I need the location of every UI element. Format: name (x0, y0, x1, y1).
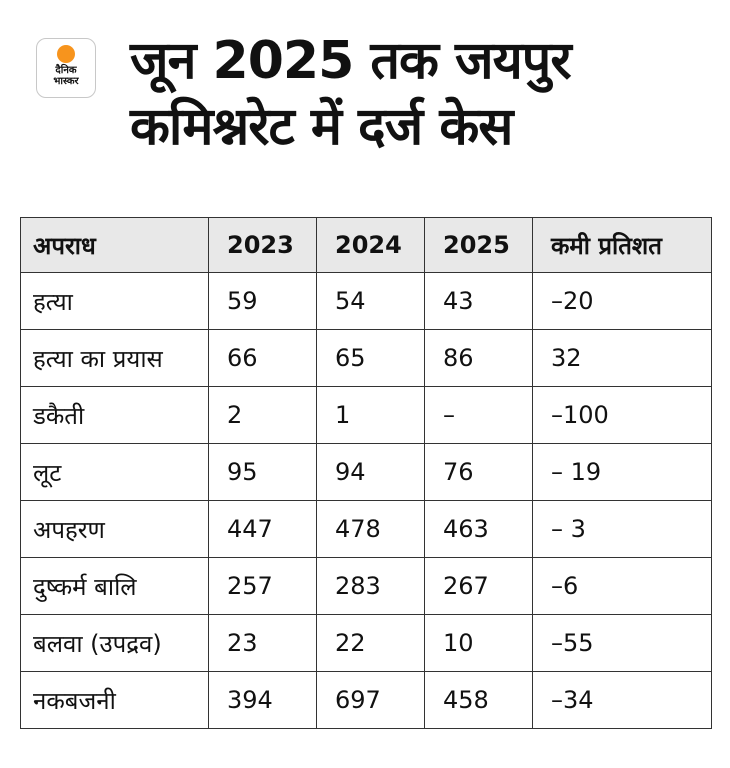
cell-2025: 458 (424, 671, 533, 729)
cell-2025: 267 (424, 557, 533, 615)
cell-percent: –34 (532, 671, 712, 729)
sun-icon (57, 45, 75, 63)
cell-2024: 94 (316, 443, 425, 501)
cell-percent: –55 (532, 614, 712, 672)
cell-crime: दुष्कर्म बालि (20, 557, 209, 615)
table-row: डकैती 2 1 – –100 (20, 386, 712, 444)
logo-text-line1: दैनिक (55, 65, 77, 76)
cell-2025: 10 (424, 614, 533, 672)
header-decrease-percent: कमी प्रतिशत (532, 217, 712, 273)
cell-2023: 59 (208, 272, 317, 330)
cell-2025: 86 (424, 329, 533, 387)
table-row: नकबजनी 394 697 458 –34 (20, 671, 712, 729)
cell-crime: हत्या (20, 272, 209, 330)
cell-crime: अपहरण (20, 500, 209, 558)
cell-percent: – 19 (532, 443, 712, 501)
cell-2024: 697 (316, 671, 425, 729)
table-row: हत्या का प्रयास 66 65 86 32 (20, 329, 712, 387)
table-row: दुष्कर्म बालि 257 283 267 –6 (20, 557, 712, 615)
cell-percent: –20 (532, 272, 712, 330)
logo-text-line2: भास्कर (53, 76, 79, 87)
cell-2024: 54 (316, 272, 425, 330)
brand-logo: दैनिक भास्कर (36, 38, 96, 98)
cell-crime: हत्या का प्रयास (20, 329, 209, 387)
cell-2025: 463 (424, 500, 533, 558)
page-title: जून 2025 तक जयपुर कमिश्नरेट में दर्ज केस (130, 31, 572, 157)
cell-2024: 283 (316, 557, 425, 615)
table-row: हत्या 59 54 43 –20 (20, 272, 712, 330)
cell-percent: – 3 (532, 500, 712, 558)
cell-2023: 394 (208, 671, 317, 729)
cell-2024: 22 (316, 614, 425, 672)
cell-2023: 23 (208, 614, 317, 672)
cell-2023: 66 (208, 329, 317, 387)
cell-percent: –100 (532, 386, 712, 444)
table-row: बलवा (उपद्रव) 23 22 10 –55 (20, 614, 712, 672)
cell-crime: बलवा (उपद्रव) (20, 614, 209, 672)
cell-2024: 478 (316, 500, 425, 558)
cell-2023: 257 (208, 557, 317, 615)
cell-percent: 32 (532, 329, 712, 387)
cell-2023: 2 (208, 386, 317, 444)
header-2024: 2024 (316, 217, 425, 273)
table-header-row: अपराध 2023 2024 2025 कमी प्रतिशत (20, 217, 712, 273)
header-2023: 2023 (208, 217, 317, 273)
table-row: लूट 95 94 76 – 19 (20, 443, 712, 501)
crime-stats-table: अपराध 2023 2024 2025 कमी प्रतिशत हत्या 5… (20, 217, 712, 729)
cell-crime: डकैती (20, 386, 209, 444)
header-crime: अपराध (20, 217, 209, 273)
cell-2023: 447 (208, 500, 317, 558)
cell-2025: 76 (424, 443, 533, 501)
cell-2023: 95 (208, 443, 317, 501)
cell-percent: –6 (532, 557, 712, 615)
cell-crime: नकबजनी (20, 671, 209, 729)
cell-2024: 1 (316, 386, 425, 444)
cell-2025: – (424, 386, 533, 444)
cell-crime: लूट (20, 443, 209, 501)
cell-2024: 65 (316, 329, 425, 387)
cell-2025: 43 (424, 272, 533, 330)
table-row: अपहरण 447 478 463 – 3 (20, 500, 712, 558)
header-2025: 2025 (424, 217, 533, 273)
